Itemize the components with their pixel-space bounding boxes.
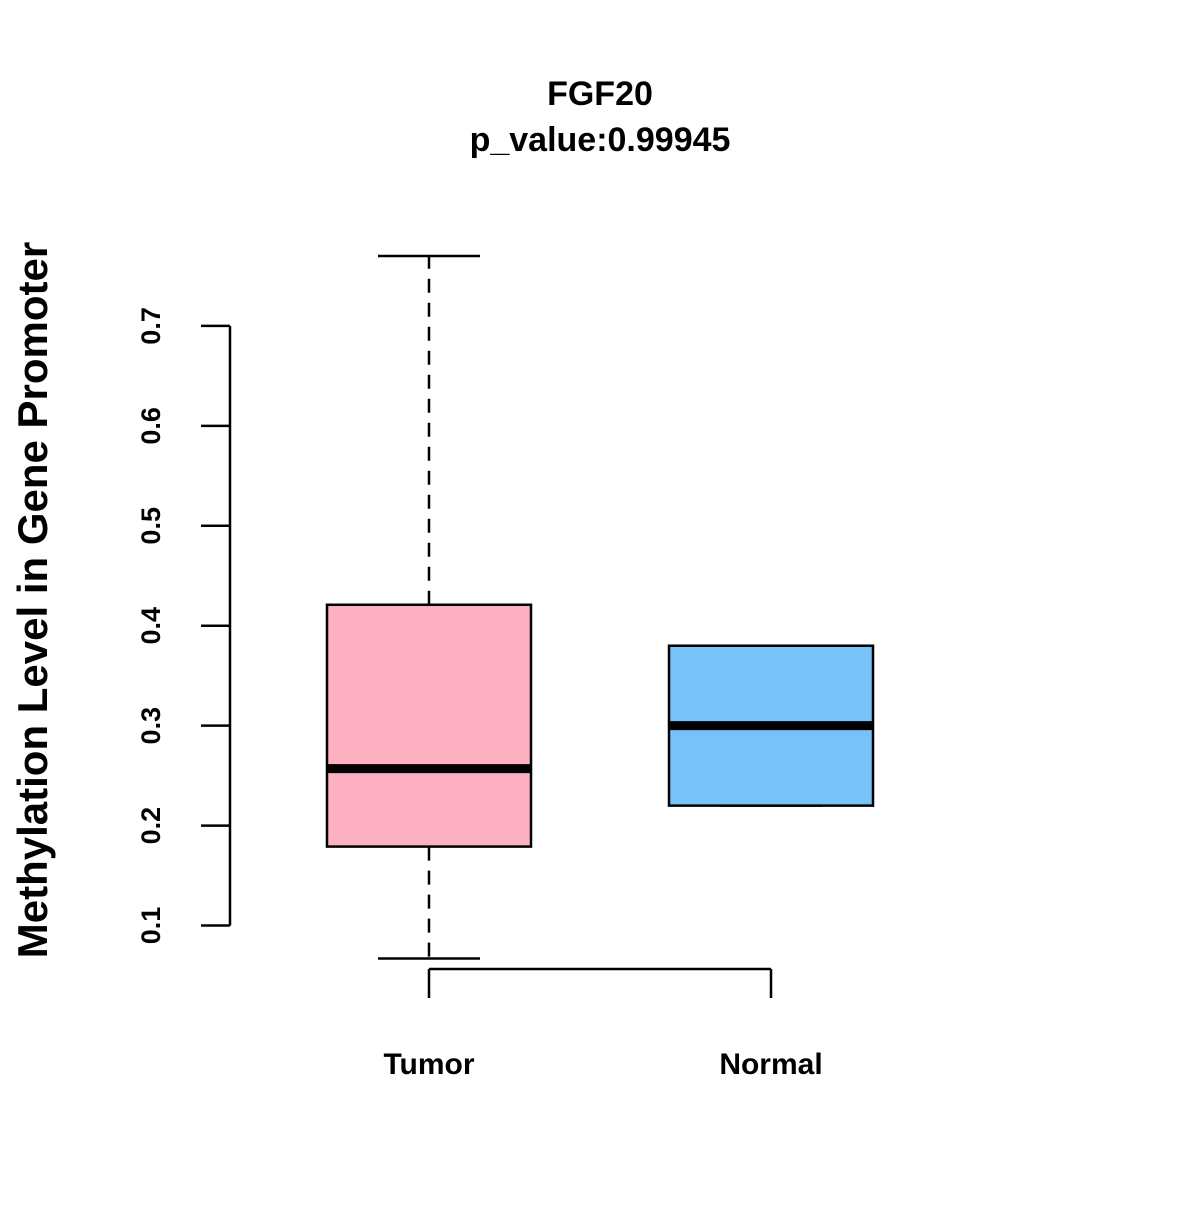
y-tick-label: 0.1 (136, 907, 166, 945)
y-axis-label: Methylation Level in Gene Promoter (9, 242, 56, 958)
chart-title: FGF20 (547, 75, 653, 113)
y-tick-label: 0.6 (136, 407, 166, 445)
y-tick-label: 0.7 (136, 307, 166, 345)
x-axis: Tumor Normal (383, 967, 823, 1081)
y-tick-label: 0.3 (136, 707, 166, 745)
x-tick-label: Tumor (383, 1048, 474, 1081)
x-tick-label: Normal (719, 1048, 822, 1081)
y-tick-label: 0.5 (136, 507, 166, 545)
chart-subtitle: p_value:0.99945 (470, 121, 731, 159)
box-tumor (325, 254, 533, 960)
y-tick-label: 0.4 (136, 607, 166, 645)
box-rect (325, 603, 533, 848)
box-normal (667, 644, 875, 807)
y-axis: 0.1 0.2 0.3 0.4 0.5 0.6 0.7 (136, 307, 232, 945)
y-tick-label: 0.2 (136, 807, 166, 845)
boxes-group (325, 254, 875, 960)
